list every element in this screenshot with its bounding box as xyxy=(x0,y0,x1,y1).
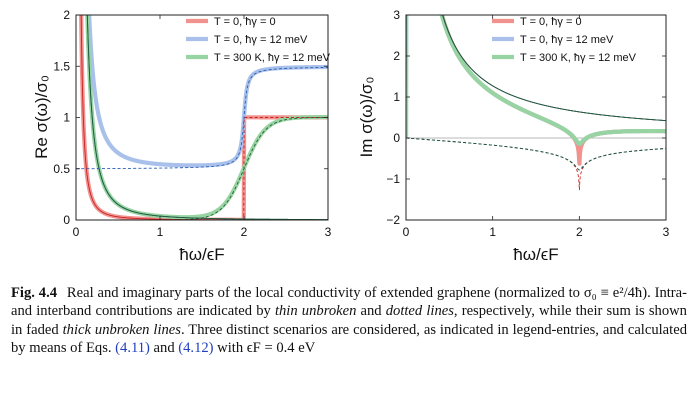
legend-entry-3: T = 300 K, ħγ = 12 meV xyxy=(520,52,637,64)
series-intraband-1 xyxy=(80,15,328,220)
plot-frame-right xyxy=(405,14,667,221)
x-tick-label: 2 xyxy=(576,225,583,239)
x-tick-label: 0 xyxy=(73,225,80,239)
caption-em-1: thin unbroken xyxy=(274,303,357,320)
x-axis-label-right: ħω/ϵF xyxy=(513,245,558,264)
series-interband-1 xyxy=(406,137,666,191)
y-tick-label: 0 xyxy=(63,213,70,227)
y-tick-label: 1 xyxy=(393,90,400,104)
figure-caption: Fig. 4.4 Real and imaginary parts of the… xyxy=(11,284,687,358)
y-tick-label: −2 xyxy=(386,213,400,227)
y-tick-label: 0.5 xyxy=(53,162,70,176)
figure: 0 1 2 3 0 0.5 1 1.5 2 T = 0, ħγ = 0 T = 0, ħγ = 1… xyxy=(32,8,670,264)
y-tick-label: 0 xyxy=(393,131,400,145)
series-intraband-3 xyxy=(406,15,666,138)
chart-im-sigma: 0 1 2 3 −2 −1 0 1 2 3 T = 0, ħγ = 0 T = 0, ħγ = 12… xyxy=(357,8,670,264)
x-tick-label: 1 xyxy=(157,225,164,239)
y-axis-label-left: Re σ(ω)/σ₀ xyxy=(32,75,51,159)
series-interband-1 xyxy=(76,117,328,220)
series-total-2 xyxy=(87,15,328,168)
series-interband-3 xyxy=(76,117,328,220)
legend-entry-1: T = 0, ħγ = 0 xyxy=(520,16,582,28)
legend-entry-2: T = 0, ħγ = 12 meV xyxy=(520,34,614,46)
y-tick-label: 1 xyxy=(63,111,70,125)
series-total-1 xyxy=(79,15,328,220)
y-axis-label-right: Im σ(ω)/σ₀ xyxy=(357,77,376,158)
y-tick-label: 1.5 xyxy=(53,59,70,73)
series-intraband-3 xyxy=(86,15,328,220)
series-total-3 xyxy=(85,15,328,220)
y-tick-label: 2 xyxy=(63,8,70,22)
series-interband-3 xyxy=(406,137,666,171)
y-tick-label: 3 xyxy=(393,8,400,22)
x-axis-label-left: ħω/ϵF xyxy=(179,245,224,264)
caption-text-2: and xyxy=(356,303,386,320)
caption-text-5: and xyxy=(149,340,179,357)
y-tick-label: 2 xyxy=(393,49,400,63)
caption-text-4: . Three distinct scenarios are considere… xyxy=(11,321,687,357)
caption-em-2: dotted lines xyxy=(385,303,454,320)
chart-re-sigma: 0 1 2 3 0 0.5 1 1.5 2 T = 0, ħγ = 0 T = 0, ħγ = 1… xyxy=(32,8,332,264)
caption-text-6: with ϵF = 0.4 eV xyxy=(213,340,316,357)
equation-link-4-11[interactable]: (4.11) xyxy=(115,340,150,357)
x-tick-label: 2 xyxy=(241,225,248,239)
legend-entry-2: T = 0, ħγ = 12 meV xyxy=(214,34,308,46)
caption-em-3: thick unbroken lines xyxy=(62,321,181,338)
legend-entry-3: T = 300 K, ħγ = 12 meV xyxy=(214,52,331,64)
x-tick-label: 1 xyxy=(489,225,496,239)
x-tick-label: 0 xyxy=(403,225,410,239)
equation-link-4-12[interactable]: (4.12) xyxy=(178,340,214,357)
series-interband-2 xyxy=(406,137,666,171)
series-interband-2 xyxy=(76,66,328,170)
series-intraband-2 xyxy=(86,15,328,220)
y-tick-label: −1 xyxy=(386,172,400,186)
caption-text-3: , respectively, while their sum is shown… xyxy=(11,303,687,338)
series-total-3 xyxy=(406,15,666,146)
x-tick-label: 3 xyxy=(325,225,332,239)
legend-entry-1: T = 0, ħγ = 0 xyxy=(214,16,276,28)
caption-label: Fig. 4.4 xyxy=(11,285,58,301)
x-tick-label: 3 xyxy=(663,225,670,239)
caption-text-1: Real and imaginary parts of the local co… xyxy=(11,285,687,320)
